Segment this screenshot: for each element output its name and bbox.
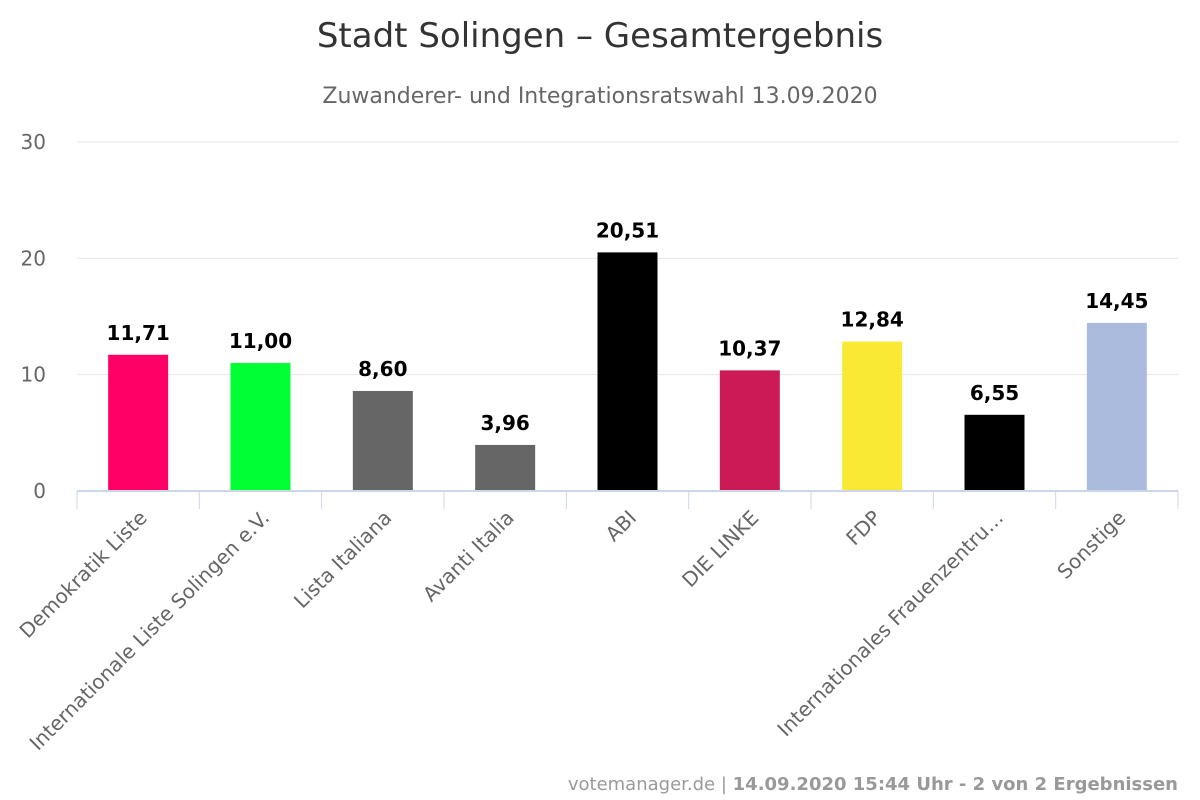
y-tick-label: 10	[21, 363, 46, 387]
data-label: 8,60	[358, 357, 407, 381]
data-label: 3,96	[480, 411, 529, 435]
bars	[108, 252, 1147, 491]
y-tick-label: 30	[21, 130, 46, 154]
data-label: 12,84	[841, 308, 904, 332]
x-tick-label: FDP	[841, 506, 886, 551]
bar[interactable]	[230, 363, 291, 491]
bar[interactable]	[108, 354, 169, 491]
x-tick-label: Internationale Liste Solingen e.V.	[25, 506, 274, 755]
x-axis	[76, 490, 1179, 509]
credits-source[interactable]: votemanager.de	[568, 774, 715, 795]
chart-title: Stadt Solingen – Gesamtergebnis	[317, 16, 883, 56]
y-tick-label: 20	[21, 246, 46, 270]
x-tick-label: Avanti Italia	[418, 506, 519, 607]
credits-separator: |	[715, 774, 733, 795]
y-tick-label: 0	[33, 479, 46, 503]
credits-info: 14.09.2020 15:44 Uhr - 2 von 2 Ergebniss…	[733, 774, 1178, 795]
x-tick-label: Demokratik Liste	[14, 506, 151, 643]
x-tick-label: Lista Italiana	[289, 506, 396, 613]
bar[interactable]	[842, 341, 903, 491]
data-label: 10,37	[718, 336, 781, 360]
data-label: 11,71	[107, 321, 170, 345]
bar[interactable]	[719, 370, 780, 491]
bar[interactable]	[352, 390, 413, 491]
x-tick-label: DIE LINKE	[677, 506, 763, 592]
data-label: 14,45	[1085, 289, 1148, 313]
bar[interactable]	[597, 252, 658, 491]
credits[interactable]: votemanager.de | 14.09.2020 15:44 Uhr - …	[568, 774, 1178, 795]
data-label: 11,00	[229, 329, 292, 353]
x-tick-label: Sonstige	[1052, 506, 1130, 584]
bar[interactable]	[1086, 322, 1147, 491]
x-tick-label: ABI	[601, 506, 642, 547]
data-label: 20,51	[596, 218, 659, 242]
data-labels: 11,71 11,00 8,60 3,96 20,51 10,37 12,84 6,55 14,…	[107, 218, 1149, 435]
chart-subtitle: Zuwanderer- und Integrationsratswahl 13.…	[322, 84, 877, 109]
data-label: 6,55	[970, 381, 1019, 405]
bar[interactable]	[964, 414, 1025, 491]
bar[interactable]	[475, 444, 536, 491]
y-axis-ticks: 0 10 20 30	[21, 130, 46, 503]
x-tick-label: Internationales Frauenzentru…	[772, 506, 1008, 742]
